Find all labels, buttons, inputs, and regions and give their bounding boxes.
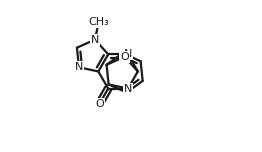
Text: N: N — [91, 35, 99, 45]
Text: CH₃: CH₃ — [88, 17, 109, 27]
Text: N: N — [75, 62, 83, 72]
Text: O: O — [120, 52, 129, 62]
Text: N: N — [124, 84, 132, 93]
Text: O: O — [95, 99, 104, 109]
Text: N: N — [124, 49, 132, 59]
